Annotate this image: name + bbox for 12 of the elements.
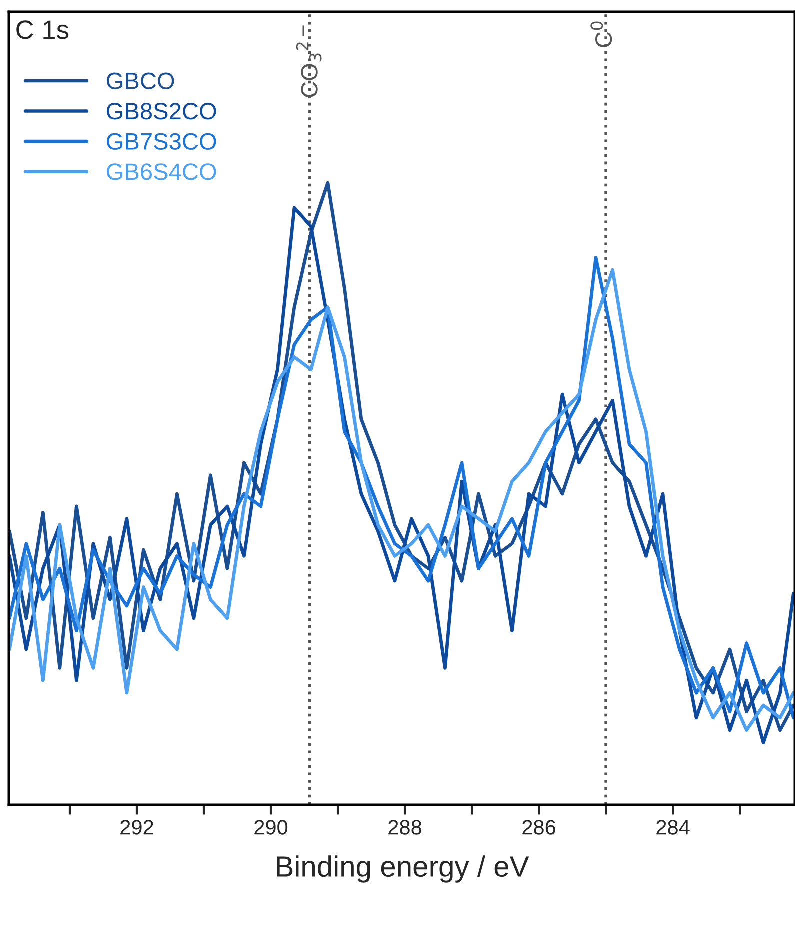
legend-label: GBCO xyxy=(106,72,174,90)
legend-label: GB6S4CO xyxy=(106,164,216,180)
legend-label: GB7S3CO xyxy=(106,133,216,150)
x-tick-label: 286 xyxy=(522,820,556,835)
ref-line-label: C$^{0}$ xyxy=(590,22,612,48)
x-axis-title: Binding energy / eV xyxy=(277,856,530,883)
x-tick-label: 290 xyxy=(254,820,288,835)
chart-title: C 1s xyxy=(16,20,69,40)
legend-label: GB8S2CO xyxy=(106,103,216,120)
x-tick-label: 288 xyxy=(388,820,422,835)
x-tick-label: 292 xyxy=(120,820,154,835)
x-tick-label: 284 xyxy=(656,820,690,835)
